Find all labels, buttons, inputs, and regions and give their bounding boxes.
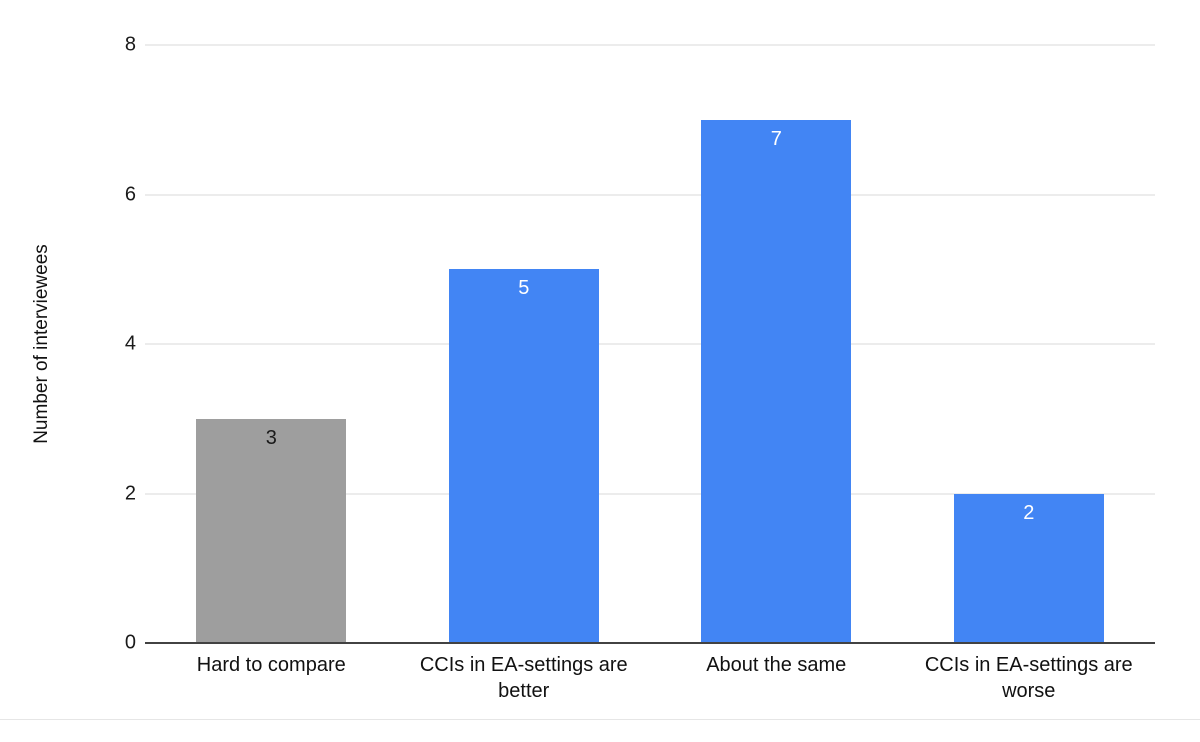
bar-value-label: 5 bbox=[518, 277, 530, 300]
y-tick-label: 8 bbox=[124, 33, 136, 56]
gridline bbox=[145, 343, 1155, 345]
x-category-label: About the same bbox=[706, 654, 847, 676]
bar-value-label: 3 bbox=[265, 426, 277, 449]
y-tick-label: 2 bbox=[124, 482, 136, 504]
x-axis-line bbox=[145, 642, 1155, 644]
y-axis-ticks: 0 2 4 6 8 bbox=[0, 34, 136, 654]
gridline bbox=[145, 493, 1155, 494]
bar-slot: 2 bbox=[903, 45, 1156, 643]
gridline bbox=[145, 44, 1155, 46]
x-axis-labels: Hard to compare CCIs in EA-settings are b… bbox=[145, 652, 1155, 704]
bar: 3 bbox=[196, 418, 347, 643]
bar-value-label: 2 bbox=[1023, 501, 1035, 524]
x-category-label: Hard to compare bbox=[196, 654, 346, 676]
x-category-label: CCIs in EA-settings are better bbox=[419, 654, 628, 702]
bar-value-label: 7 bbox=[770, 127, 782, 150]
bottom-border bbox=[0, 719, 1200, 720]
plot-area: 3 5 7 2 bbox=[145, 44, 1155, 644]
bar: 5 bbox=[448, 269, 599, 643]
bar: 7 bbox=[701, 119, 852, 643]
y-tick-label: 4 bbox=[124, 332, 136, 355]
y-tick-label: 0 bbox=[124, 631, 136, 654]
bar-slot: 3 bbox=[145, 45, 398, 643]
gridline bbox=[145, 194, 1155, 195]
x-category-label: CCIs in EA-settings are worse bbox=[924, 654, 1133, 702]
bar-slot: 5 bbox=[398, 45, 651, 643]
bar-slot: 7 bbox=[650, 45, 903, 643]
bars-container: 3 5 7 2 bbox=[145, 45, 1155, 643]
bar: 2 bbox=[953, 493, 1104, 643]
y-tick-label: 6 bbox=[124, 183, 136, 205]
